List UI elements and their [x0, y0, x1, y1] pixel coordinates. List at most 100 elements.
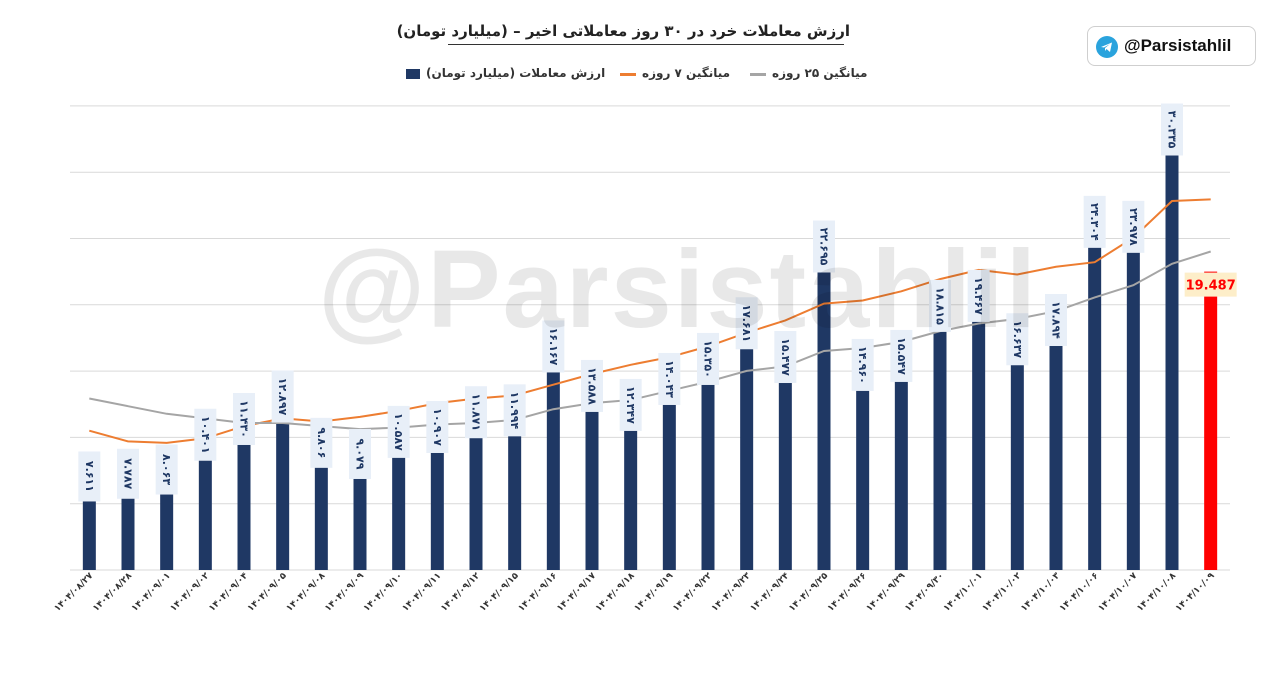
- channel-handle-badge[interactable]: @Parsistahlil: [1087, 26, 1256, 66]
- x-tick-label: ۱۴۰۴/۱۰/۰۷: [1097, 571, 1140, 614]
- data-label: ۱۵.۳۵۰: [702, 340, 715, 378]
- legend-ma7-swatch: [620, 73, 636, 76]
- bar: [1049, 296, 1063, 570]
- x-tick-label: ۱۴۰۴/۰۹/۰۸: [285, 571, 328, 614]
- x-tick-label: ۱۴۰۴/۰۹/۱۸: [594, 571, 637, 614]
- data-label-bg: [1161, 103, 1183, 156]
- data-label-bg: [1006, 313, 1029, 366]
- bar: [778, 333, 792, 570]
- data-label: 19.487: [1186, 279, 1236, 294]
- data-label: ۱۴.۰۴۳: [663, 360, 676, 398]
- x-tick-label: ۱۴۰۴/۰۹/۱۰: [362, 571, 405, 614]
- x-tick-label: ۱۴۰۴/۰۹/۲۶: [826, 571, 869, 614]
- x-tick-label: ۱۴۰۴/۱۰/۰۱: [942, 571, 985, 614]
- data-label: ۱۱.۴۳۰: [238, 400, 251, 438]
- data-label-bg: [658, 352, 681, 405]
- legend-ma7-label: میانگین ۷ روزه: [642, 66, 731, 80]
- legend-ma25-label: میانگین ۲۵ روزه: [772, 66, 868, 80]
- data-label-bg: [774, 331, 797, 384]
- data-label: ۲۳.۹۷۸: [1127, 208, 1140, 246]
- data-label-bg: [542, 320, 565, 373]
- legend-ma25-swatch: [750, 73, 766, 76]
- data-label: ۱۸.۸۱۵: [934, 287, 947, 325]
- telegram-icon: [1096, 36, 1118, 58]
- data-label-bg: [619, 378, 642, 431]
- data-label-bg: [233, 392, 255, 445]
- bar: [894, 331, 908, 570]
- data-label: ۳۰.۳۳۵: [1166, 111, 1179, 149]
- x-tick-label: ۱۴۰۴/۰۹/۲۳: [710, 571, 753, 614]
- data-label-bg: [117, 448, 139, 499]
- bar: [972, 271, 986, 570]
- bar: [740, 299, 754, 570]
- data-label-bg: [1045, 294, 1067, 347]
- x-tick-label: ۱۴۰۴/۰۹/۰۴: [207, 571, 250, 614]
- x-tick-label: ۱۴۰۴/۰۹/۱۷: [555, 571, 598, 614]
- x-tick-label: ۱۴۰۴/۰۹/۱۹: [633, 571, 676, 614]
- x-tick-label: ۱۴۰۴/۰۹/۲۲: [671, 571, 714, 614]
- x-tick-label: ۱۴۰۴/۱۰/۰۶: [1058, 571, 1101, 614]
- data-label: ۱۰.۵۸۷: [392, 413, 405, 451]
- x-tick-label: ۱۴۰۴/۰۹/۲۹: [865, 571, 908, 614]
- x-tick-label: ۱۴۰۴/۰۹/۰۱: [130, 571, 173, 614]
- data-label: ۱۱.۹۹۴: [508, 391, 521, 429]
- data-label-bg: [697, 332, 719, 385]
- data-label: ۹.۰۷۹: [354, 438, 367, 469]
- data-label: ۱۱.۸۷۱: [470, 393, 483, 431]
- data-label: ۱۵.۴۷۷: [779, 338, 792, 376]
- data-label: ۱۲.۸۹۷: [276, 378, 289, 416]
- data-label: ۱۲.۳۴۷: [624, 386, 637, 424]
- x-tick-label: ۱۴۰۴/۰۹/۰۵: [246, 571, 289, 614]
- x-tick-label: ۱۴۰۴/۰۹/۱۵: [478, 571, 521, 614]
- chart-title: ارزش معاملات خرد در ۳۰ روز معاملاتی اخیر…: [396, 22, 850, 40]
- data-label: ۹.۸۰۶: [315, 427, 328, 458]
- x-tick-label: ۱۴۰۴/۰۹/۱۱: [401, 571, 444, 614]
- x-tick-label: ۱۴۰۴/۰۸/۲۸: [91, 571, 134, 614]
- x-tick-label: ۱۴۰۴/۰۸/۲۷: [53, 571, 96, 614]
- data-label-bg: [194, 408, 217, 461]
- data-label-bg: [349, 428, 371, 479]
- data-label-bg: [581, 359, 603, 412]
- data-label-bg: [1083, 195, 1106, 248]
- x-tick-label: ۱۴۰۴/۱۰/۰۹: [1174, 571, 1217, 614]
- title-underline: [448, 44, 844, 45]
- legend-bar-label: ارزش معاملات (میلیارد تومان): [426, 66, 606, 80]
- data-label: ۲۴.۳۰۴: [1088, 203, 1101, 241]
- bar: [933, 281, 947, 570]
- data-label: ۱۹.۴۶۷: [972, 277, 985, 315]
- data-label: ۸.۰۶۳: [160, 454, 173, 485]
- bar: [1165, 105, 1179, 570]
- channel-handle: @Parsistahlil: [1124, 36, 1232, 55]
- x-tick-label: ۱۴۰۴/۱۰/۰۳: [1019, 571, 1062, 614]
- bar: [1204, 271, 1218, 570]
- bar: [1126, 202, 1140, 570]
- data-label-bg: [813, 220, 835, 273]
- data-label: ۷.۶۱۱: [83, 461, 96, 492]
- x-tick-label: ۱۴۰۴/۰۹/۲۵: [787, 571, 830, 614]
- x-tick-label: ۱۴۰۴/۱۰/۰۲: [981, 571, 1024, 614]
- bar: [1010, 315, 1024, 570]
- bar: [1088, 197, 1102, 570]
- data-label: ۷.۷۸۷: [122, 458, 135, 489]
- x-tick-label: ۱۴۰۴/۰۹/۰۲: [169, 571, 212, 614]
- data-label-bg: [929, 279, 951, 332]
- data-label-bg: [78, 451, 101, 502]
- data-label: ۱۶.۱۶۷: [547, 328, 560, 366]
- watermark-text: @Parsistahlil: [318, 228, 1039, 351]
- bar: [662, 354, 676, 570]
- data-label-bg: [1122, 200, 1145, 253]
- data-label-bg: [465, 386, 487, 439]
- data-label-bg: [503, 384, 526, 437]
- legend-bar-swatch: [406, 69, 420, 79]
- bar: [817, 222, 831, 571]
- data-label-bg: [967, 269, 990, 322]
- data-label: ۱۰.۹۰۷: [431, 408, 444, 446]
- data-label: ۱۷.۸۹۴: [1050, 301, 1063, 339]
- data-label-bg: [426, 400, 449, 453]
- x-tick-label: ۱۴۰۴/۰۹/۰۹: [323, 571, 366, 614]
- data-label: ۱۳.۵۸۸: [586, 367, 599, 405]
- bar: [701, 334, 715, 570]
- data-label-bg: [387, 405, 410, 458]
- data-label: ۱۶.۶۳۷: [1011, 320, 1024, 358]
